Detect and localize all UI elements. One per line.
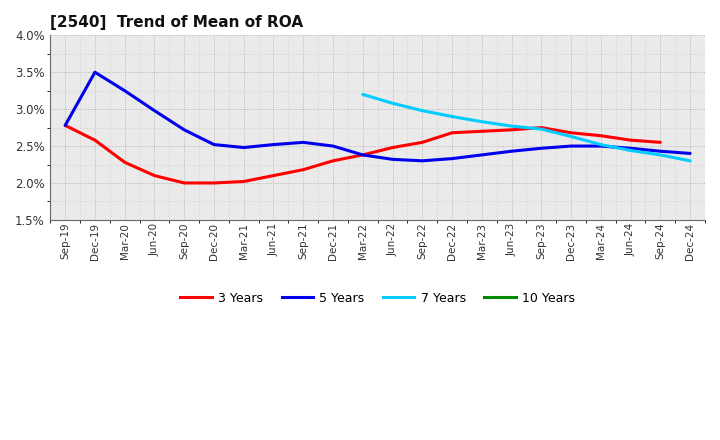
- 7 Years: [359, 92, 367, 97]
- 5 Years: [537, 146, 546, 151]
- 3 Years: [477, 128, 486, 134]
- 7 Years: [597, 142, 606, 147]
- Line: 3 Years: 3 Years: [66, 125, 660, 183]
- 7 Years: [537, 126, 546, 132]
- 3 Years: [269, 173, 278, 178]
- 5 Years: [567, 143, 575, 149]
- 3 Years: [418, 140, 427, 145]
- 5 Years: [240, 145, 248, 150]
- Line: 5 Years: 5 Years: [66, 72, 690, 161]
- 5 Years: [299, 140, 307, 145]
- 3 Years: [656, 140, 665, 145]
- 3 Years: [597, 133, 606, 138]
- 7 Years: [567, 134, 575, 139]
- 3 Years: [240, 179, 248, 184]
- 5 Years: [388, 157, 397, 162]
- 3 Years: [150, 173, 159, 178]
- 5 Years: [418, 158, 427, 164]
- Line: 7 Years: 7 Years: [363, 95, 690, 161]
- 5 Years: [448, 156, 456, 161]
- 7 Years: [448, 114, 456, 119]
- 3 Years: [448, 130, 456, 136]
- 7 Years: [508, 124, 516, 129]
- 5 Years: [329, 143, 338, 149]
- 3 Years: [388, 145, 397, 150]
- 3 Years: [508, 127, 516, 132]
- 5 Years: [180, 127, 189, 132]
- 3 Years: [61, 123, 70, 128]
- 7 Years: [477, 119, 486, 125]
- 5 Years: [120, 88, 129, 93]
- Text: [2540]  Trend of Mean of ROA: [2540] Trend of Mean of ROA: [50, 15, 303, 30]
- 7 Years: [418, 108, 427, 113]
- 5 Years: [91, 70, 99, 75]
- 5 Years: [269, 142, 278, 147]
- 5 Years: [597, 143, 606, 149]
- 5 Years: [477, 152, 486, 158]
- 3 Years: [359, 152, 367, 158]
- 5 Years: [686, 151, 695, 156]
- 3 Years: [299, 167, 307, 172]
- 3 Years: [567, 130, 575, 136]
- 5 Years: [210, 142, 218, 147]
- 5 Years: [150, 108, 159, 113]
- 7 Years: [686, 158, 695, 164]
- 3 Years: [210, 180, 218, 186]
- 7 Years: [388, 101, 397, 106]
- 3 Years: [120, 160, 129, 165]
- 3 Years: [537, 125, 546, 130]
- Legend: 3 Years, 5 Years, 7 Years, 10 Years: 3 Years, 5 Years, 7 Years, 10 Years: [176, 286, 580, 310]
- 3 Years: [91, 138, 99, 143]
- 5 Years: [508, 149, 516, 154]
- 3 Years: [626, 138, 635, 143]
- 5 Years: [61, 123, 70, 128]
- 5 Years: [656, 149, 665, 154]
- 3 Years: [180, 180, 189, 186]
- 5 Years: [359, 152, 367, 158]
- 7 Years: [656, 152, 665, 158]
- 5 Years: [626, 146, 635, 151]
- 3 Years: [329, 158, 338, 164]
- 7 Years: [626, 148, 635, 153]
